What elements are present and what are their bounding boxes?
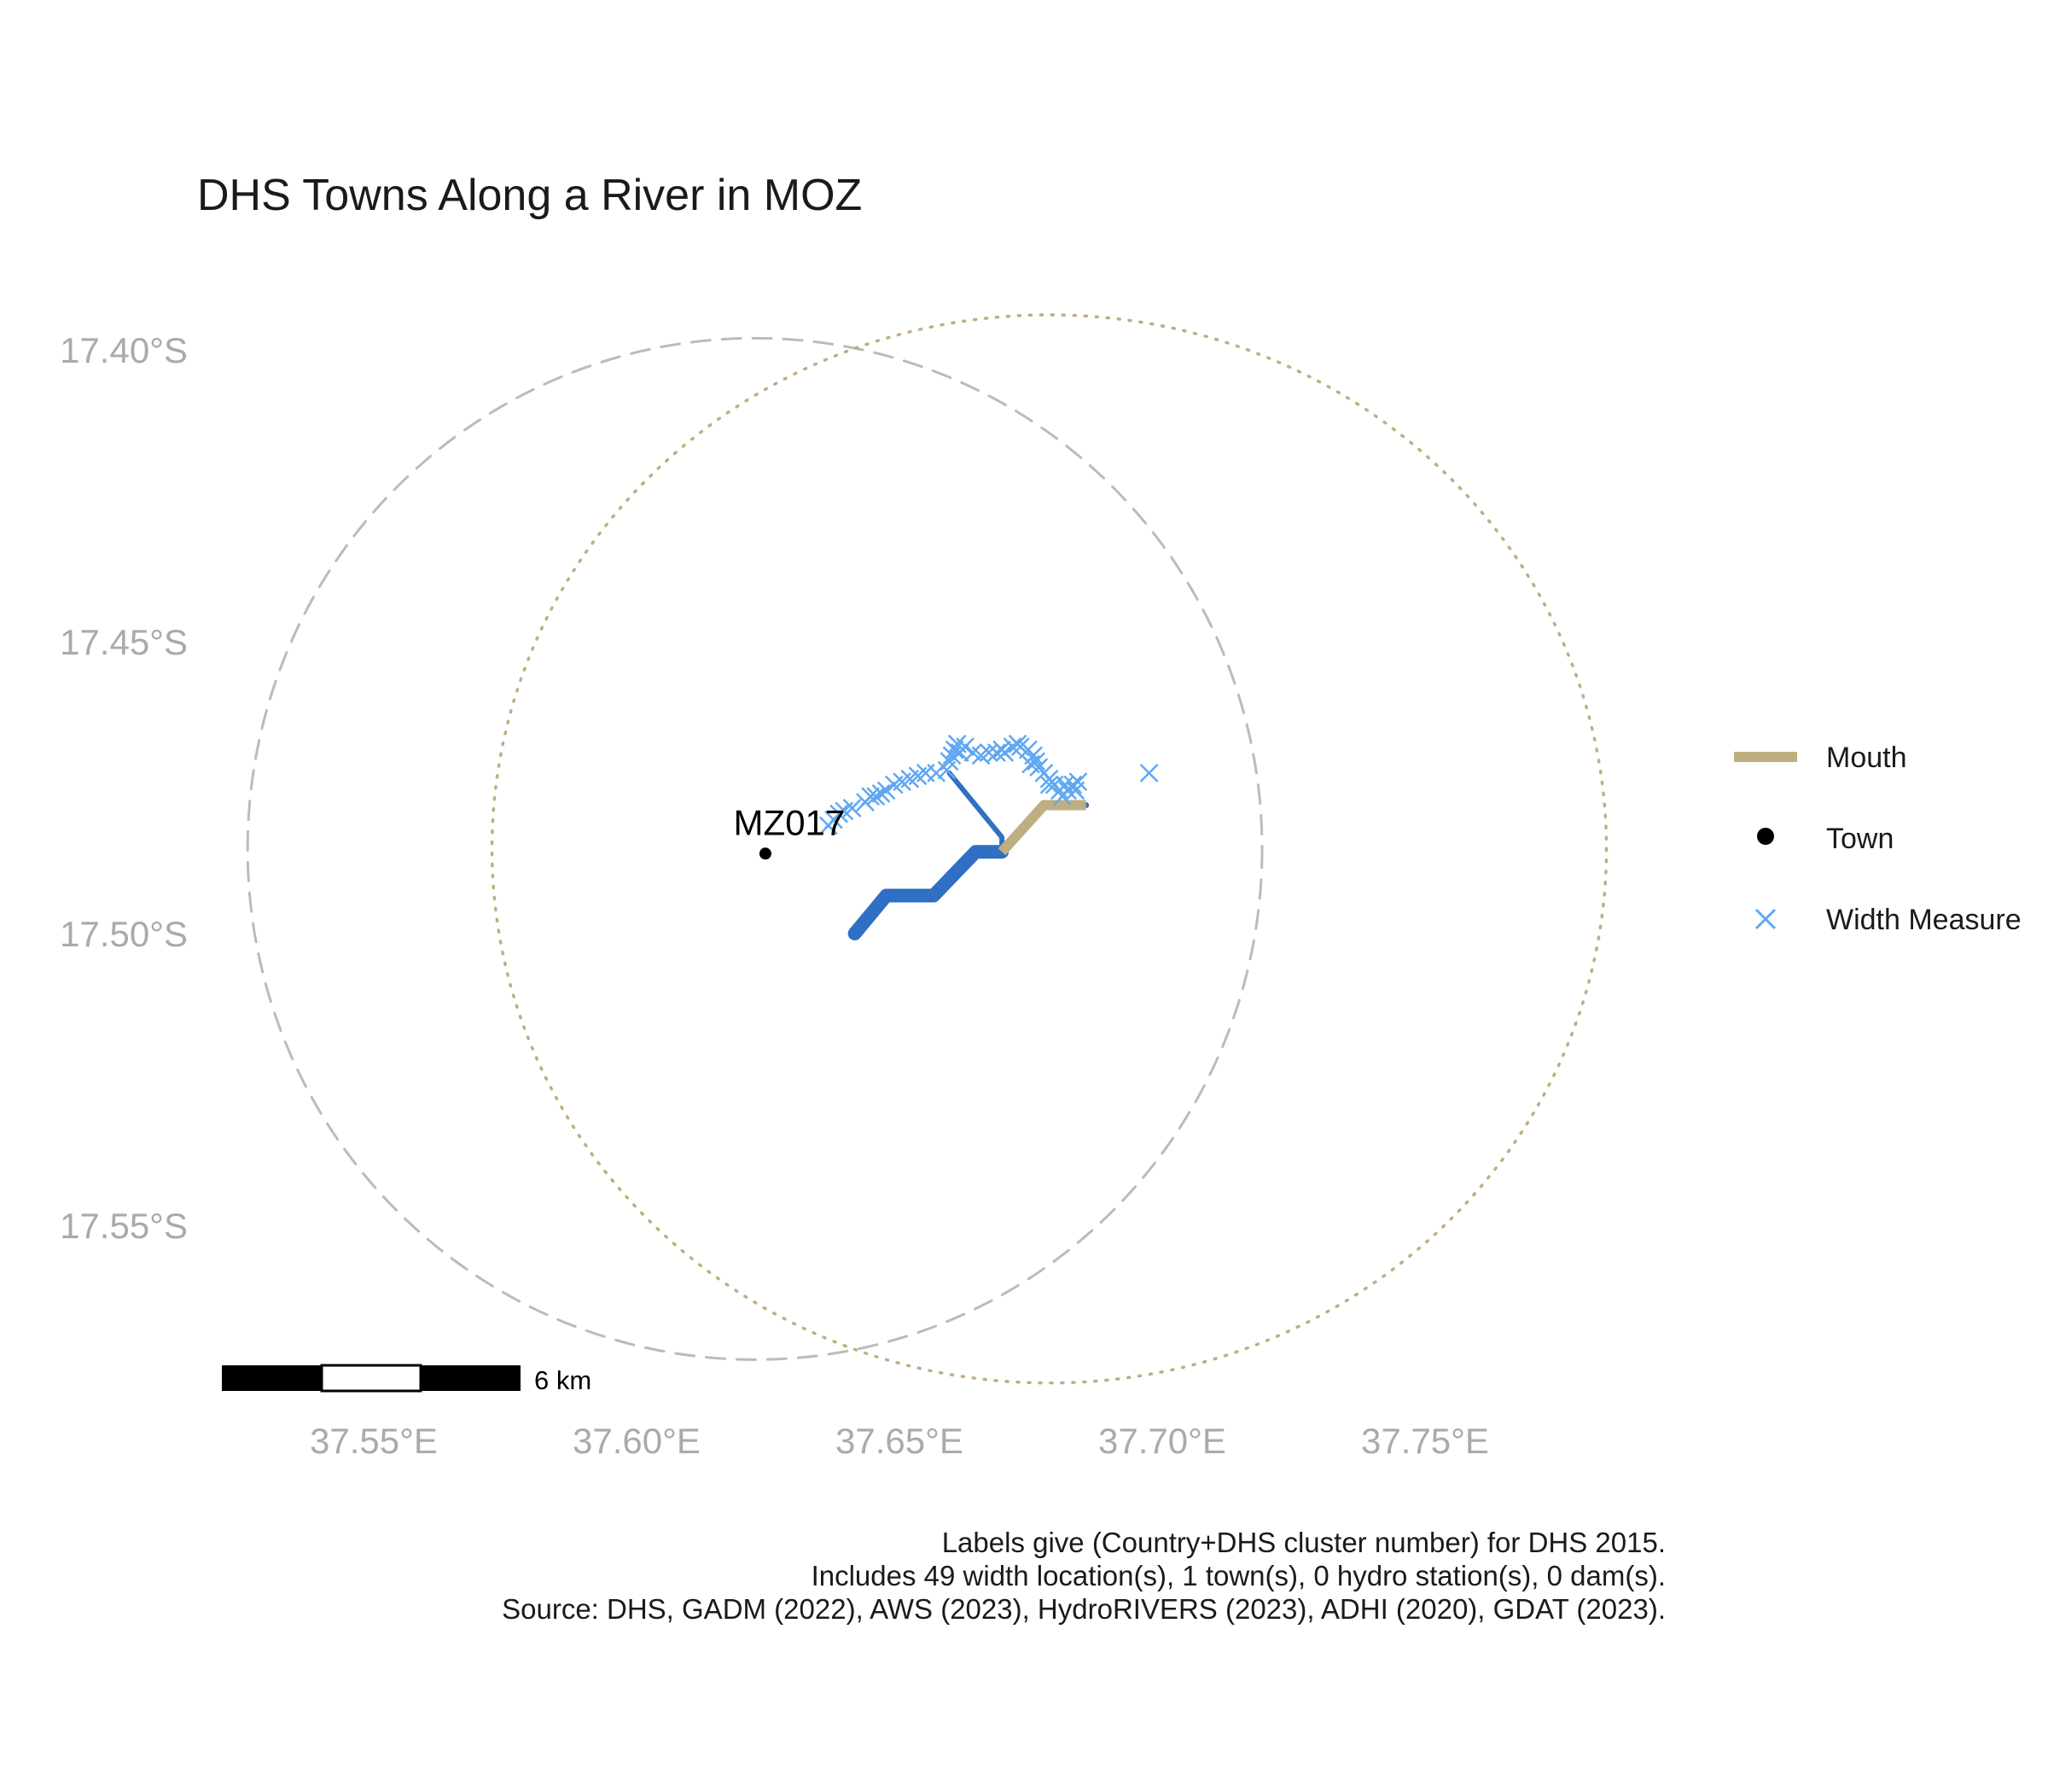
- width-measure-marker: [945, 740, 964, 759]
- width-measure-marker: [940, 752, 959, 771]
- legend-town-key: [1757, 828, 1774, 845]
- lon-tick-label: 37.55°E: [310, 1421, 438, 1461]
- mouth-line: [998, 800, 1086, 856]
- width-measure-marker: [842, 799, 862, 817]
- scale-bar-segment-3: [421, 1365, 521, 1391]
- river-network: [847, 770, 1090, 940]
- width-measure-marker: [987, 743, 1006, 762]
- river-mouth: [998, 800, 1086, 856]
- width-measure-marker: [1008, 734, 1027, 753]
- width-measure-marker: [829, 804, 849, 823]
- longitude-tick-labels: 37.55°E 37.60°E 37.65°E 37.70°E 37.75°E: [310, 1421, 1489, 1461]
- river-segment: [847, 845, 1009, 940]
- town-points: MZ017: [734, 802, 846, 860]
- buffer-circle-dashed: [246, 336, 1264, 1361]
- scale-bar-segment-2: [320, 1364, 422, 1393]
- lon-tick-label: 37.60°E: [573, 1421, 701, 1461]
- caption-line-2: Includes 49 width location(s), 1 town(s)…: [812, 1560, 1666, 1591]
- width-measure-marker: [1056, 775, 1074, 794]
- width-measure-marker: [992, 740, 1012, 759]
- width-measure-marker: [866, 787, 886, 806]
- caption-line-3: Source: DHS, GADM (2022), AWS (2023), Hy…: [502, 1593, 1666, 1625]
- width-measure-marker: [950, 743, 969, 762]
- legend-town-label: Town: [1826, 823, 1894, 855]
- width-measure-marker: [1139, 764, 1159, 783]
- caption-line-1: Labels give (Country+DHS cluster number)…: [942, 1527, 1666, 1558]
- lon-tick-label: 37.65°E: [835, 1421, 963, 1461]
- scale-bar-label: 6 km: [534, 1365, 591, 1395]
- width-measure-marker: [1066, 781, 1085, 800]
- legend-mouth-label: Mouth: [1826, 742, 1907, 774]
- scale-bar-segment-1: [222, 1365, 322, 1391]
- legend-width-measure-label: Width Measure: [1826, 904, 2022, 936]
- caption: Labels give (Country+DHS cluster number)…: [502, 1527, 1666, 1625]
- lon-tick-label: 37.75°E: [1361, 1421, 1489, 1461]
- width-measure-marker: [1039, 775, 1059, 794]
- width-measure-marker: [1063, 775, 1083, 794]
- buffer-circle-dotted: [490, 313, 1609, 1385]
- lat-tick-label: 17.50°S: [60, 914, 188, 954]
- river-segment: [946, 770, 1005, 855]
- town-label: MZ017: [734, 802, 846, 842]
- lat-tick-label: 17.45°S: [60, 622, 188, 662]
- width-measure-marker: [871, 783, 891, 803]
- width-measure-marker: [1021, 754, 1040, 774]
- width-measure-marker: [861, 787, 881, 806]
- lat-tick-label: 17.40°S: [60, 330, 188, 370]
- width-measure-marker: [876, 781, 896, 800]
- scale-bar: 6 km: [222, 1364, 591, 1395]
- width-measure-marker: [1003, 737, 1022, 757]
- width-measure-points: [818, 734, 1159, 835]
- map-title: DHS Towns Along a River in MOZ: [197, 171, 862, 220]
- buffer-circles: [246, 313, 1609, 1385]
- lat-tick-label: 17.55°S: [60, 1206, 188, 1246]
- latitude-tick-labels: 17.40°S 17.45°S 17.50°S 17.55°S: [60, 330, 188, 1246]
- town-point: [759, 847, 771, 860]
- width-measure-marker: [1027, 752, 1046, 771]
- legend: Mouth Town Width Measure: [1734, 742, 2022, 936]
- lon-tick-label: 37.70°E: [1098, 1421, 1226, 1461]
- legend-width-measure-key: [1754, 908, 1777, 930]
